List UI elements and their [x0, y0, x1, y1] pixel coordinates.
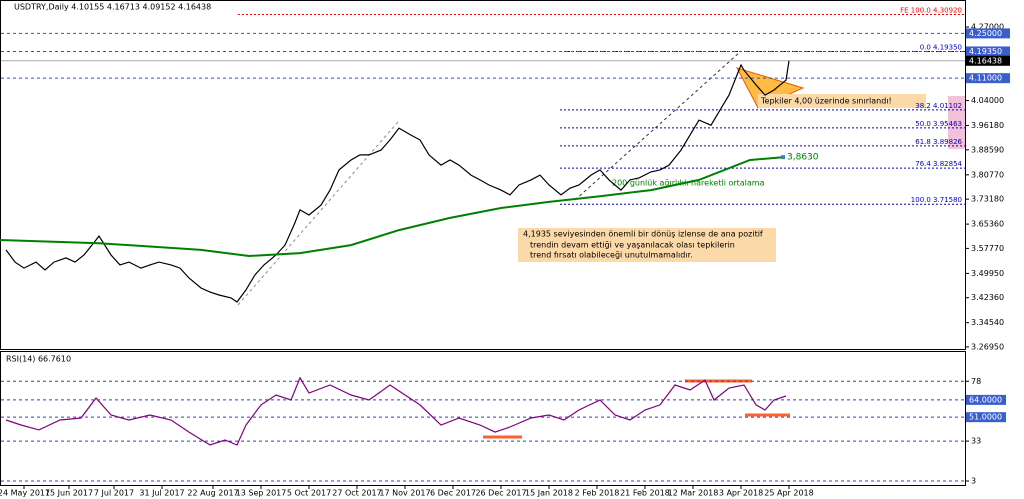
y-tick-label: 3.26950: [971, 342, 1004, 351]
fib-connector: [574, 51, 741, 201]
y-tick-label: 3.96180: [971, 121, 1004, 130]
x-tick-label: 26 Dec 2017: [475, 489, 526, 498]
level-tag: [966, 394, 1006, 405]
fib-label: 0.0 4.19350: [920, 43, 962, 51]
level-label: 51.0000: [969, 413, 1002, 422]
y-tick-label: 3.34540: [971, 318, 1004, 327]
note-line: trend fırsatı olabileceği unutulmamalıdı…: [530, 251, 693, 260]
x-tick-label: 7 Jul 2017: [94, 489, 134, 498]
x-tick-label: 27 Oct 2017: [332, 489, 381, 498]
x-tick-label: 15 Jun 2017: [45, 489, 93, 498]
note-line: 4,1935 seviyesinden önemli bir dönüş izl…: [523, 230, 763, 239]
fib-label: 100.0 3.71580: [911, 196, 962, 204]
note-line: trendin devam ettiği ve yaşanılacak olas…: [530, 241, 735, 250]
x-tick-label: 6 Dec 2017: [430, 489, 476, 498]
last-price-label: 4.16438: [969, 56, 1002, 65]
x-tick-label: 17 Nov 2017: [379, 489, 430, 498]
ma-label: 3,8630: [787, 153, 819, 163]
x-tick-label: 12 Mar 2018: [668, 489, 719, 498]
x-tick-label: 15 Jan 2018: [525, 489, 573, 498]
chart-title: USDTRY,Daily 4.10155 4.16713 4.09152 4.1…: [14, 3, 211, 12]
level-tag: [966, 46, 1010, 57]
x-tick-label: 21 Feb 2018: [620, 489, 670, 498]
y-tick-label: 33: [971, 437, 981, 446]
ma-marker: [781, 155, 785, 160]
level-label: 4.25000: [969, 29, 1002, 38]
x-tick-label: 5 Oct 2017: [287, 489, 331, 498]
level-tag: [966, 28, 1010, 39]
level-label: 64.0000: [969, 395, 1002, 404]
fib-label: 76.4 3.82854: [915, 160, 962, 168]
callout-box: [758, 94, 926, 108]
y-tick-label: 3.57770: [971, 244, 1004, 253]
y-tick-label: 3: [971, 477, 976, 486]
callout: Tepkiler 4,00 üzerinde sınırlandı!: [760, 97, 892, 106]
level-label: 4.11000: [969, 74, 1002, 83]
last-price-tag: [966, 55, 1010, 66]
fib-label: 38.2 4.01102: [915, 102, 962, 110]
y-tick-label: 3.88590: [971, 145, 1004, 154]
series-line: [5, 376, 787, 446]
fib-zone: [948, 96, 965, 149]
x-tick-label: 22 Aug 2017: [187, 489, 238, 498]
level-tag: [966, 412, 1006, 423]
y-tick-label: 4.04000: [971, 96, 1004, 105]
fib-connector: [237, 121, 399, 306]
x-tick-label: 2 Feb 2018: [575, 489, 620, 498]
x-tick-label: 3 Apr 2018: [719, 489, 763, 498]
x-tick-label: 24 May 2017: [0, 489, 50, 498]
y-tick-label: 4.27000: [971, 22, 1004, 31]
series-line: [0, 156, 784, 258]
y-tick-label: 3.42360: [971, 293, 1004, 302]
level-label: 4.19350: [969, 47, 1002, 56]
fib-label: 50.0 3.95463: [915, 120, 962, 128]
fib-label: FE 100.0 4.30920: [900, 6, 962, 14]
x-tick-label: 31 Jul 2017: [139, 489, 184, 498]
x-tick-label: 25 Apr 2018: [764, 489, 813, 498]
y-tick-label: 78: [971, 377, 981, 386]
fib-label: 61.8 3.89826: [915, 138, 962, 146]
y-tick-label: 3.65360: [971, 220, 1004, 229]
level-tag: [966, 73, 1010, 84]
x-tick-label: 13 Sep 2017: [236, 489, 287, 498]
y-tick-label: 3.73180: [971, 195, 1004, 204]
note-box: [518, 228, 776, 262]
y-tick-label: 3.80770: [971, 170, 1004, 179]
y-tick-label: 3.49950: [971, 269, 1004, 278]
rsi-panel: [0, 351, 966, 486]
series-line: [5, 60, 790, 303]
rsi-title: RSI(14) 66.7610: [6, 355, 71, 364]
